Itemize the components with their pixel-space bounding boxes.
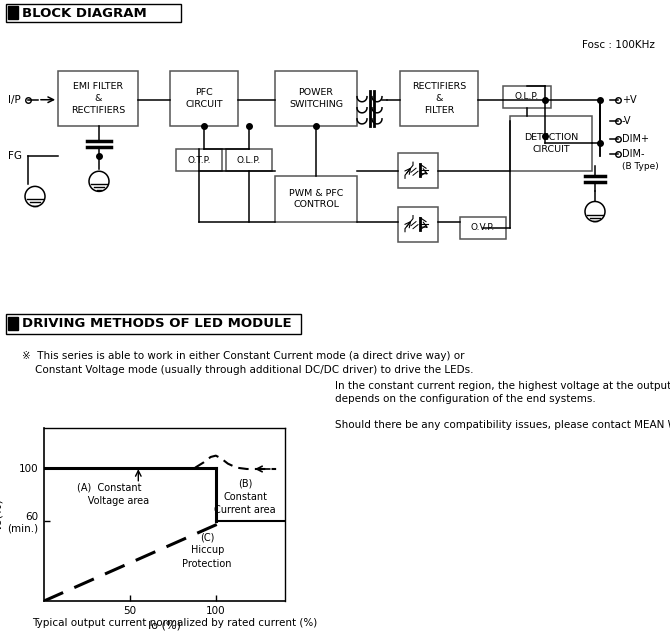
Text: Constant Voltage mode (usually through additional DC/DC driver) to drive the LED: Constant Voltage mode (usually through a… bbox=[22, 365, 474, 374]
Text: DETECTION
CIRCUIT: DETECTION CIRCUIT bbox=[524, 133, 578, 154]
Text: POWER
SWITCHING: POWER SWITCHING bbox=[289, 88, 343, 109]
Bar bbox=[58, 71, 138, 126]
Text: Should there be any compatibility issues, please contact MEAN WELL.: Should there be any compatibility issues… bbox=[335, 421, 670, 430]
Text: depends on the configuration of the end systems.: depends on the configuration of the end … bbox=[335, 394, 596, 404]
Text: In the constant current region, the highest voltage at the output of the driver: In the constant current region, the high… bbox=[335, 381, 670, 390]
Bar bbox=[275, 71, 357, 126]
Text: PFC
CIRCUIT: PFC CIRCUIT bbox=[185, 88, 223, 109]
Text: +V: +V bbox=[622, 95, 636, 105]
Bar bbox=[176, 149, 222, 171]
Text: ※  This series is able to work in either Constant Current mode (a direct drive w: ※ This series is able to work in either … bbox=[22, 350, 464, 361]
Bar bbox=[226, 149, 272, 171]
X-axis label: Io (%): Io (%) bbox=[147, 620, 181, 630]
Bar bbox=[8, 316, 18, 330]
Bar bbox=[398, 206, 438, 242]
Text: FG: FG bbox=[8, 151, 22, 161]
Bar bbox=[398, 153, 438, 188]
Text: DRIVING METHODS OF LED MODULE: DRIVING METHODS OF LED MODULE bbox=[22, 317, 291, 330]
Bar bbox=[400, 71, 478, 126]
Text: Fosc : 100KHz: Fosc : 100KHz bbox=[582, 41, 655, 50]
Text: Typical output current normalized by rated current (%): Typical output current normalized by rat… bbox=[32, 618, 318, 628]
Text: EMI FILTER
&
RECTIFIERS: EMI FILTER & RECTIFIERS bbox=[71, 82, 125, 114]
Text: (B)
Constant
Current area: (B) Constant Current area bbox=[214, 479, 276, 515]
Text: (B Type): (B Type) bbox=[622, 162, 659, 170]
Text: -V: -V bbox=[622, 116, 632, 126]
Text: O.V.P.: O.V.P. bbox=[471, 223, 495, 232]
Bar bbox=[275, 176, 357, 222]
Bar bbox=[510, 116, 592, 171]
Text: BLOCK DIAGRAM: BLOCK DIAGRAM bbox=[22, 6, 147, 19]
Y-axis label: Vo(%): Vo(%) bbox=[0, 498, 3, 531]
Text: (C)
Hiccup
Protection: (C) Hiccup Protection bbox=[182, 532, 232, 568]
Bar bbox=[170, 71, 238, 126]
Text: DIM+: DIM+ bbox=[622, 134, 649, 144]
Bar bbox=[460, 217, 506, 239]
Text: O.L.P.: O.L.P. bbox=[237, 156, 261, 165]
Bar bbox=[8, 6, 18, 19]
Text: O.T.P.: O.T.P. bbox=[187, 156, 211, 165]
Text: RECTIFIERS
&
FILTER: RECTIFIERS & FILTER bbox=[412, 82, 466, 114]
Text: (A)  Constant
      Voltage area: (A) Constant Voltage area bbox=[69, 483, 149, 506]
Bar bbox=[6, 314, 301, 334]
Bar bbox=[6, 4, 181, 22]
Text: I/P: I/P bbox=[8, 95, 21, 105]
Text: DIM-: DIM- bbox=[622, 149, 645, 159]
Text: PWM & PFC
CONTROL: PWM & PFC CONTROL bbox=[289, 188, 343, 210]
Bar bbox=[503, 86, 551, 108]
Text: O.L.P.: O.L.P. bbox=[515, 92, 539, 101]
